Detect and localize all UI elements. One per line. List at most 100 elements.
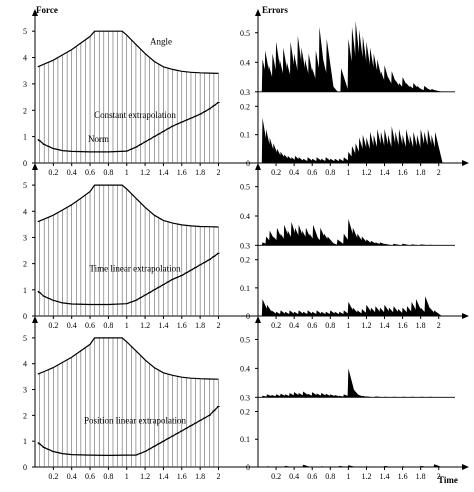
- error-x-tick-label: 1.6: [398, 168, 408, 177]
- force-header: Force: [36, 5, 58, 15]
- force-x-tick-label: 2: [216, 472, 220, 481]
- force-y-tick-label: 3: [23, 233, 27, 242]
- panel-title: Position linear extrapolation: [84, 416, 186, 426]
- angle-error-spike: [401, 243, 411, 246]
- force-x-tick-label: 0.2: [48, 168, 58, 177]
- error-y-tick-label: 0.5: [240, 183, 250, 192]
- force-y-tick-label: 5: [23, 27, 27, 36]
- error-x-tick-label: 1.8: [416, 321, 426, 330]
- error-x-tick-label: 2: [437, 168, 441, 177]
- error-x-arrow: [462, 313, 469, 319]
- force-y-arrow: [32, 316, 38, 323]
- angle-series-line: [37, 184, 219, 228]
- angle-error-spike: [325, 38, 335, 92]
- error-x-tick-label: 0.8: [325, 321, 335, 330]
- error-x-tick-label: 1.2: [361, 168, 371, 177]
- error-y-tick-label: 0.4: [240, 58, 250, 67]
- panel-1: 0 1 2 3 4 5 0.2 0.4 0.6 0.8 1 1.2 1.4 1.6 1.8 2 Constant…: [23, 9, 469, 177]
- angle-error-spike: [401, 396, 411, 398]
- panel-3: 0 1 2 3 4 5 0.2 0.4 0.6 0.8 1 1.2 1.4 1.6 1.8 2 Position…: [23, 316, 469, 481]
- force-y-tick-label: 2: [23, 411, 27, 420]
- error-y-tick-label: 0.4: [240, 364, 250, 373]
- error-x-tick-label: 1: [346, 321, 350, 330]
- error-x-tick-label: 0.4: [289, 168, 299, 177]
- angle-error-spike: [329, 83, 338, 92]
- error-x-tick-label: 0.8: [325, 168, 335, 177]
- angle-error-spike: [392, 396, 402, 398]
- force-x-tick-label: 0.4: [67, 321, 77, 330]
- error-y-tick-label: 0.5: [240, 29, 250, 38]
- error-x-tick-label: 1: [346, 472, 350, 481]
- error-x-tick-label: 0.6: [307, 168, 317, 177]
- force-x-tick-label: 1.2: [140, 321, 150, 330]
- force-x-tick-label: 1.2: [140, 168, 150, 177]
- error-x-tick-label: 0.8: [325, 472, 335, 481]
- error-x-tick-label: 0.2: [271, 168, 281, 177]
- norm-series-line: [37, 252, 219, 306]
- force-x-tick-label: 1.2: [140, 472, 150, 481]
- angle-error-spike: [410, 244, 420, 246]
- error-x-tick-label: 1.4: [380, 472, 390, 481]
- norm-error-spike: [320, 466, 329, 467]
- force-x-tick-label: 1: [125, 168, 129, 177]
- panel-title: Constant extrapolation: [94, 110, 176, 120]
- norm-error-spike: [338, 465, 347, 467]
- error-y-tick-label: 0.4: [240, 212, 250, 221]
- force-x-tick-label: 1.6: [177, 321, 187, 330]
- error-x-tick-label: 0.4: [289, 321, 299, 330]
- angle-error-spike: [383, 396, 392, 398]
- force-y-tick-label: 4: [23, 207, 27, 216]
- error-y-tick-label: 0.3: [240, 88, 250, 97]
- error-y-tick-label: 0.2: [240, 407, 250, 416]
- force-x-tick-label: 1.6: [177, 472, 187, 481]
- force-y-tick-label: 1: [23, 437, 27, 446]
- force-x-tick-label: 0.8: [103, 321, 113, 330]
- norm-series-line: [37, 405, 219, 457]
- norm-error-spike: [365, 466, 374, 467]
- norm-error-spike: [383, 465, 392, 467]
- norm-error-spike: [419, 465, 429, 467]
- angle-error-spike: [336, 239, 345, 246]
- force-x-tick-label: 2: [216, 168, 220, 177]
- error-x-tick-label: 0.6: [307, 472, 317, 481]
- norm-error-spike: [302, 464, 311, 467]
- error-x-tick-label: 2: [437, 321, 441, 330]
- angle-error-spike: [392, 243, 402, 246]
- force-x-tick-label: 1.8: [195, 472, 205, 481]
- error-x-tick-label: 2: [437, 472, 441, 481]
- force-y-tick-label: 4: [23, 360, 27, 369]
- error-y-tick-label: 0.2: [240, 256, 250, 265]
- force-x-tick-label: 2: [216, 321, 220, 330]
- error-x-arrow: [462, 160, 469, 166]
- force-y-arrow: [32, 163, 38, 170]
- error-x-tick-label: 1.4: [380, 321, 390, 330]
- error-x-tick-label: 0.2: [271, 321, 281, 330]
- angle-error-spike: [419, 244, 429, 246]
- force-x-tick-label: 0.8: [103, 168, 113, 177]
- force-x-tick-label: 0.8: [103, 472, 113, 481]
- error-y-arrow: [255, 9, 261, 16]
- errors-header: Errors: [262, 5, 288, 15]
- error-y-tick-label: 0.5: [240, 335, 250, 344]
- force-y-tick-label: 4: [23, 54, 27, 63]
- angle-error-spike: [365, 396, 374, 398]
- angle-series-label: Angle: [150, 36, 172, 46]
- force-y-tick-label: 3: [23, 386, 27, 395]
- force-y-tick-label: 5: [23, 181, 27, 190]
- error-y-tick-label: 0: [246, 463, 250, 472]
- norm-error-spike: [266, 466, 275, 467]
- force-y-tick-label: 1: [23, 133, 27, 142]
- error-y-tick-label: 0.3: [240, 241, 250, 250]
- force-y-tick-label: 3: [23, 80, 27, 89]
- norm-error-spike: [347, 465, 356, 467]
- norm-error-spike: [433, 464, 442, 467]
- angle-error-spike: [428, 244, 438, 246]
- force-x-tick-label: 0.6: [85, 472, 95, 481]
- force-x-tick-label: 1: [125, 321, 129, 330]
- force-x-tick-label: 1.8: [195, 321, 205, 330]
- error-y-tick-label: 0.1: [240, 284, 250, 293]
- force-y-tick-label: 2: [23, 106, 27, 115]
- force-y-tick-label: 0: [23, 159, 27, 168]
- angle-series-line: [37, 337, 219, 380]
